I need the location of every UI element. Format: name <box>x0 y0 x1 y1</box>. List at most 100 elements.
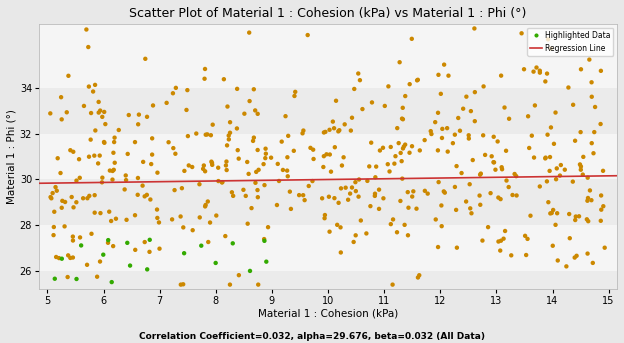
Y-axis label: Material 1 : Phi (°): Material 1 : Phi (°) <box>7 109 17 204</box>
Point <box>501 148 511 154</box>
Point <box>276 139 286 144</box>
Point <box>583 251 593 256</box>
Point <box>588 260 598 266</box>
Point <box>130 247 140 252</box>
Point <box>439 189 449 194</box>
Point <box>250 108 260 113</box>
Point <box>440 190 450 196</box>
Legend: Highlighted Data, Regression Line: Highlighted Data, Regression Line <box>527 28 613 56</box>
Point <box>364 164 374 169</box>
Point <box>217 180 227 185</box>
Point <box>152 215 162 221</box>
Point <box>123 151 133 157</box>
Point <box>168 91 178 96</box>
Point <box>328 119 338 125</box>
Point <box>90 192 100 198</box>
Point <box>306 145 316 151</box>
Point <box>202 132 212 137</box>
Point <box>347 115 357 120</box>
Point <box>109 150 119 155</box>
Point <box>294 192 304 198</box>
Point <box>74 156 84 162</box>
Point <box>85 137 95 142</box>
Point <box>341 185 351 190</box>
Point <box>571 214 581 219</box>
Point <box>51 184 61 190</box>
Point <box>308 178 318 184</box>
Point <box>532 65 542 70</box>
Point <box>464 136 474 141</box>
Point <box>286 206 296 212</box>
Point <box>540 156 550 161</box>
Point <box>345 191 355 196</box>
Point <box>303 32 313 38</box>
Point <box>140 193 150 199</box>
Point <box>217 179 227 185</box>
Point <box>92 274 102 280</box>
Point <box>402 189 412 195</box>
Point <box>500 105 510 110</box>
Point <box>243 221 253 226</box>
Point <box>564 211 574 217</box>
Point <box>570 138 580 143</box>
Point <box>403 233 413 238</box>
Point <box>475 172 485 177</box>
Point <box>383 162 392 167</box>
Point <box>107 279 117 285</box>
Point <box>200 168 210 174</box>
Point <box>598 203 608 209</box>
Point <box>182 87 192 93</box>
Point <box>207 162 217 168</box>
Point <box>587 80 597 85</box>
Point <box>52 155 62 161</box>
Point <box>319 130 329 135</box>
Point <box>354 177 364 182</box>
Point <box>188 227 198 233</box>
Point <box>437 223 447 229</box>
Point <box>183 163 193 168</box>
Point <box>133 121 143 127</box>
Point <box>94 99 104 105</box>
Point <box>54 255 64 261</box>
Point <box>177 186 187 191</box>
Point <box>81 27 91 32</box>
Point <box>240 111 250 116</box>
Point <box>374 187 384 192</box>
Point <box>57 205 67 211</box>
Point <box>121 177 131 183</box>
Point <box>522 236 532 241</box>
Point <box>407 143 417 149</box>
Point <box>97 114 107 120</box>
Point <box>238 187 248 192</box>
Point <box>527 133 537 139</box>
Point <box>175 214 185 219</box>
Point <box>413 275 423 280</box>
Point <box>467 211 477 216</box>
Point <box>399 144 409 149</box>
Point <box>97 180 107 185</box>
Point <box>494 195 504 200</box>
Point <box>507 192 517 198</box>
Point <box>343 197 353 202</box>
Point <box>223 104 233 109</box>
Point <box>420 188 430 193</box>
Point <box>444 73 454 79</box>
Point <box>324 229 334 234</box>
Point <box>582 198 592 203</box>
Point <box>76 243 86 248</box>
Point <box>550 110 560 115</box>
Point <box>206 132 216 138</box>
Point <box>183 133 193 139</box>
Point <box>319 153 329 159</box>
Point <box>109 139 119 145</box>
Point <box>243 171 253 177</box>
Point <box>261 151 271 156</box>
Point <box>213 178 223 184</box>
Point <box>95 108 105 113</box>
Point <box>411 206 421 211</box>
Point <box>213 165 223 170</box>
Point <box>122 217 132 223</box>
Point <box>71 200 81 205</box>
Point <box>400 142 410 147</box>
Point <box>326 169 336 174</box>
